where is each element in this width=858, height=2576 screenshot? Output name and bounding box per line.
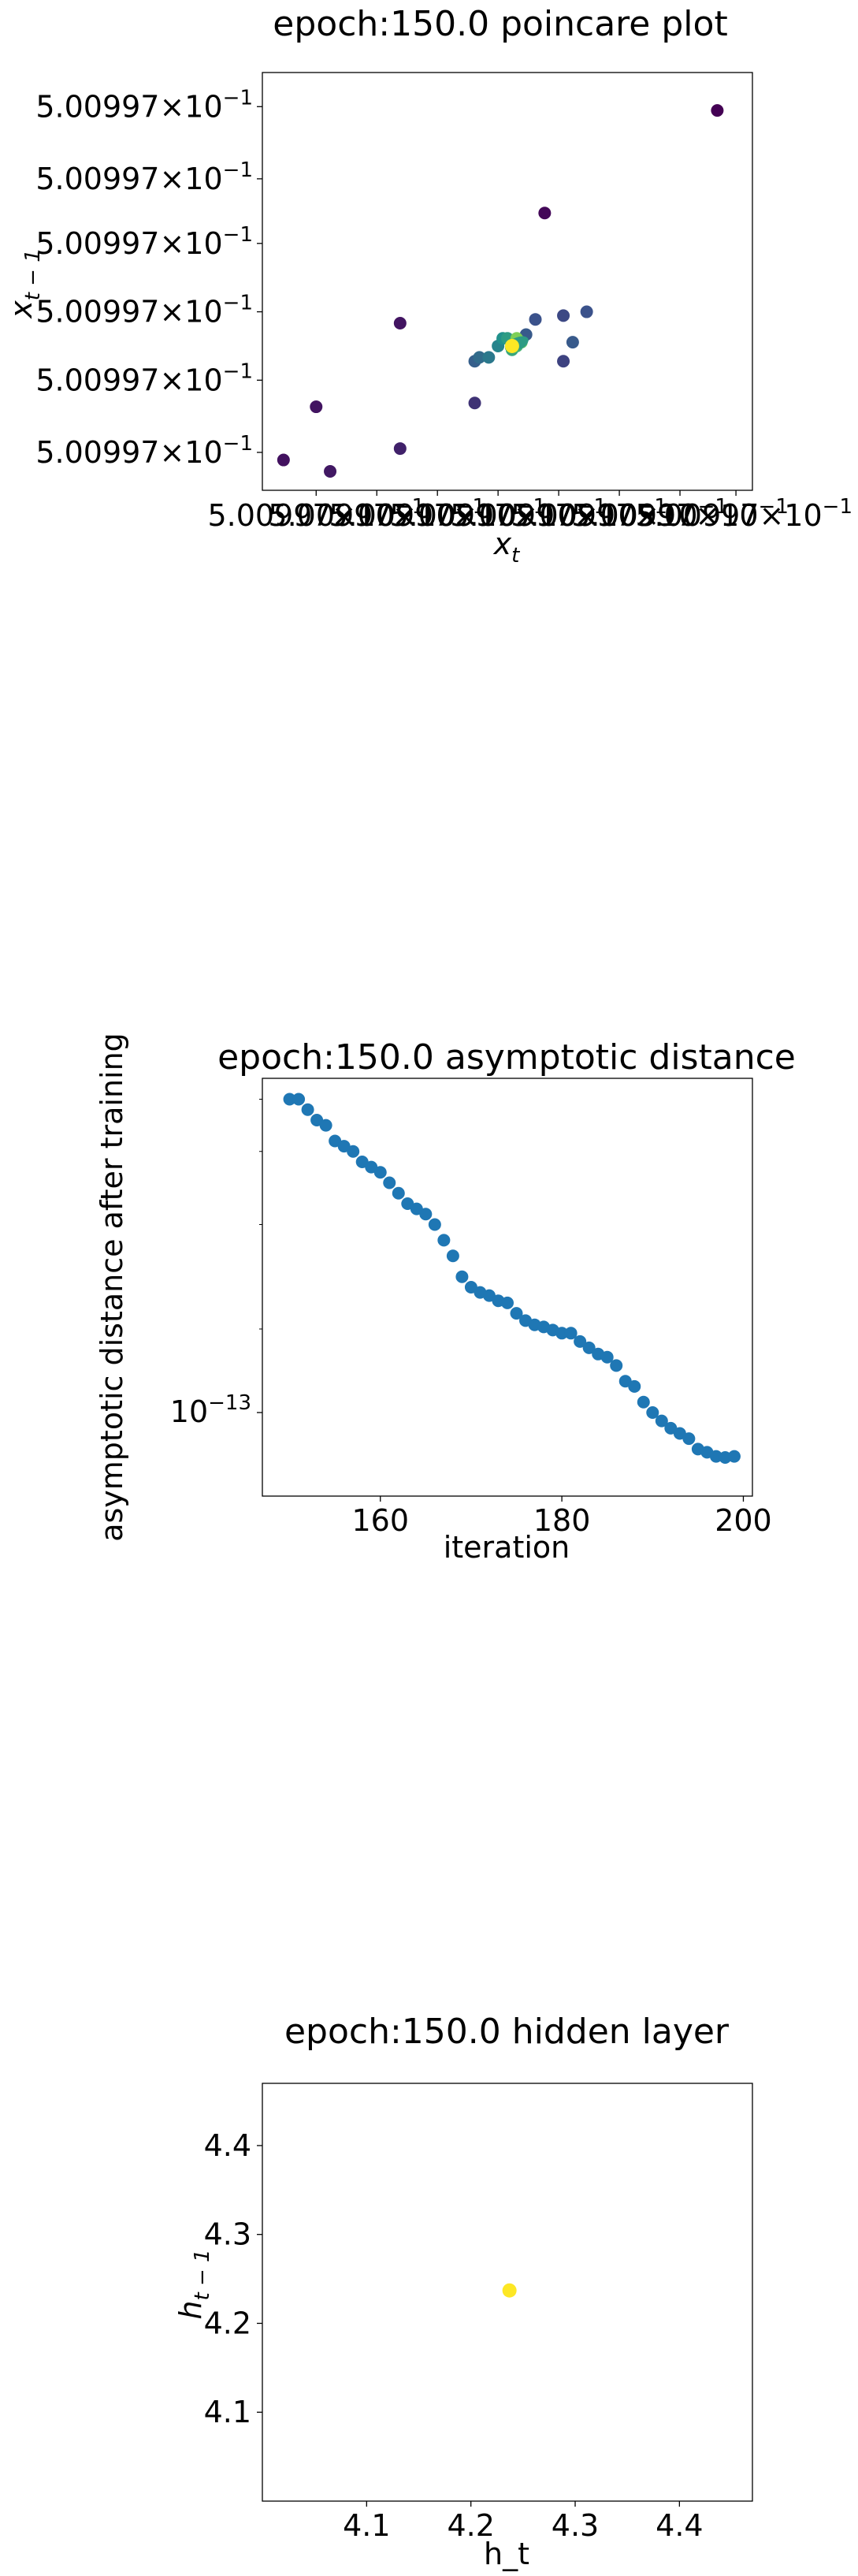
poincare-y-axis-label: xt − 1 <box>4 249 45 319</box>
poincare-y-tick-label: 5.00997×10−1 <box>35 223 253 261</box>
hidden-layer-plot-frame <box>262 2083 753 2502</box>
poincare-x-ticks: 5.00997×10−15.00997×10−15.00997×10−15.00… <box>207 490 852 533</box>
asymptotic-x-axis-label: iteration <box>444 1530 570 1565</box>
poincare-point <box>277 453 290 467</box>
asymptotic-point <box>582 1341 596 1354</box>
poincare-y-tick-label: 5.00997×10−1 <box>35 359 253 397</box>
hidden-layer-y-tick-label: 4.3 <box>204 2217 251 2252</box>
poincare-title: epoch:150.0 poincare plot <box>273 4 727 44</box>
poincare-point <box>557 355 570 368</box>
asymptotic-points <box>283 1093 741 1464</box>
asymptotic-point <box>655 1414 668 1428</box>
asymptotic-x-tick-label: 160 <box>351 1503 409 1538</box>
asymptotic-point <box>628 1379 641 1393</box>
asymptotic-point <box>600 1350 614 1364</box>
asymptotic-point <box>455 1270 469 1283</box>
poincare-point <box>580 305 593 318</box>
poincare-point <box>566 336 579 349</box>
hidden-layer-y-tick-label: 4.4 <box>204 2128 251 2163</box>
poincare-point <box>393 442 407 456</box>
asymptotic-x-tick-label: 180 <box>533 1503 591 1538</box>
asymptotic-point <box>637 1395 650 1409</box>
poincare-x-tick-label: 5.00997×10−1 <box>571 495 789 533</box>
poincare-y-ticks: 5.00997×10−1 5.00997×10−1 5.00997×10−1 5.00… <box>35 86 262 470</box>
asymptotic-point <box>383 1176 396 1189</box>
asymptotic-point <box>437 1234 451 1247</box>
asymptotic-plot-frame <box>262 1078 753 1497</box>
asymptotic-point <box>283 1093 296 1106</box>
asymptotic-point <box>555 1327 569 1340</box>
poincare-points <box>277 104 724 478</box>
poincare-point <box>538 207 552 220</box>
asymptotic-x-tick-label: 200 <box>715 1503 772 1538</box>
asymptotic-point <box>301 1103 314 1116</box>
hidden-layer-x-tick-label: 4.1 <box>343 2508 390 2543</box>
asymptotic-point <box>501 1296 514 1309</box>
asymptotic-point <box>564 1327 578 1340</box>
asymptotic-point <box>392 1186 405 1200</box>
poincare-y-tick-label: 5.00997×10−1 <box>35 86 253 124</box>
poincare-point <box>324 465 337 478</box>
hidden-layer-y-tick-label: 4.2 <box>204 2306 251 2340</box>
asymptotic-point <box>727 1450 741 1463</box>
asymptotic-point <box>610 1359 623 1372</box>
asymptotic-y-axis-label: asymptotic distance after training <box>95 1033 129 1542</box>
asymptotic-y-tick-label: 10−13 <box>170 1391 251 1429</box>
hidden-layer-x-tick-label: 4.2 <box>447 2508 494 2543</box>
asymptotic-point <box>373 1166 387 1179</box>
poincare-x-tick-label: 5.00997×10−1 <box>389 495 607 533</box>
hidden-layer-points <box>502 2283 517 2298</box>
asymptotic-title: epoch:150.0 asymptotic distance <box>217 1037 796 1078</box>
asymptotic-point <box>682 1432 696 1446</box>
asymptotic-point <box>510 1307 523 1320</box>
asymptotic-point <box>446 1249 459 1263</box>
poincare-x-axis-label: xt <box>493 527 521 568</box>
poincare-point <box>468 396 481 410</box>
poincare-point <box>393 317 407 330</box>
poincare-point <box>473 351 486 364</box>
poincare-y-tick-label: 5.00997×10−1 <box>35 158 253 196</box>
poincare-chart: epoch:150.0 poincare plot 5.00997×10−15.… <box>4 4 852 568</box>
poincare-plot-frame <box>262 72 753 491</box>
poincare-point <box>557 309 570 322</box>
poincare-x-tick-label: 5.00997×10−1 <box>450 495 667 533</box>
asymptotic-x-ticks: 160 180 200 <box>351 1496 772 1538</box>
poincare-x-tick-label: 5.00997×10−1 <box>207 495 425 533</box>
hidden-layer-x-tick-label: 4.3 <box>552 2508 599 2543</box>
asymptotic-point <box>292 1093 306 1106</box>
asymptotic-point <box>574 1335 587 1348</box>
poincare-x-tick-label: 5.00997×10−1 <box>511 495 728 533</box>
hidden-layer-x-ticks: 4.1 4.2 4.3 4.4 <box>343 2501 704 2543</box>
poincare-point <box>504 338 519 353</box>
poincare-x-tick-label: 5.00997×10−1 <box>268 495 485 533</box>
asymptotic-point <box>347 1145 360 1158</box>
hidden-layer-x-axis-label: h_t <box>484 2537 529 2571</box>
asymptotic-y-ticks: 10−13 <box>170 1099 262 1429</box>
poincare-point <box>482 351 496 364</box>
hidden-layer-chart: epoch:150.0 hidden layer 4.1 4.2 4.3 4.4 4.… <box>173 2012 753 2571</box>
hidden-layer-title: epoch:150.0 hidden layer <box>284 2012 730 2052</box>
poincare-y-tick-label: 5.00997×10−1 <box>35 432 253 470</box>
asymptotic-point <box>646 1406 659 1419</box>
asymptotic-point <box>419 1208 433 1221</box>
poincare-point <box>529 313 542 326</box>
poincare-point <box>310 400 323 414</box>
asymptotic-point <box>428 1218 441 1231</box>
asymptotic-point <box>319 1119 332 1132</box>
hidden-layer-y-tick-label: 4.1 <box>204 2395 251 2429</box>
hidden-layer-x-tick-label: 4.4 <box>656 2508 703 2543</box>
poincare-y-tick-label: 5.00997×10−1 <box>35 292 253 329</box>
poincare-point <box>711 104 724 117</box>
asymptotic-distance-chart: epoch:150.0 asymptotic distance 160 180 20… <box>95 1033 796 1565</box>
hidden-layer-point <box>502 2283 517 2298</box>
poincare-x-tick-label: 5.00997×10−1 <box>635 495 852 533</box>
poincare-x-tick-label: 5.00997×10−1 <box>329 495 546 533</box>
hidden-layer-y-axis-label: ht − 1 <box>173 2249 214 2319</box>
hidden-layer-y-ticks: 4.1 4.2 4.3 4.4 <box>204 2128 262 2429</box>
